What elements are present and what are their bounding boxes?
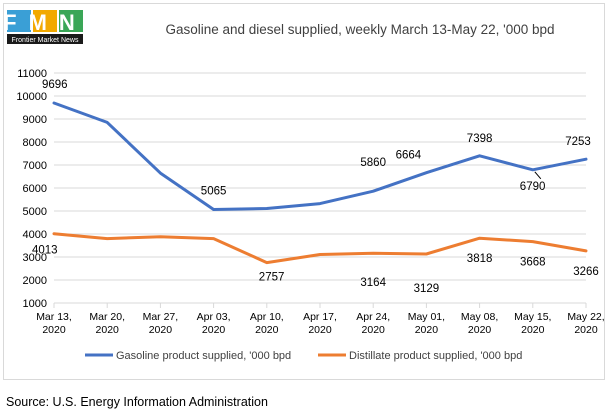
x-tick-label-year: 2020 [308,324,332,336]
x-tick-label: May 08, [461,311,498,323]
data-label: 3164 [360,277,386,289]
x-tick-label: Mar 13, [36,311,72,323]
x-tick-label-year: 2020 [255,324,279,336]
y-tick-label: 7000 [23,160,47,172]
logo-block-n [59,10,83,32]
x-tick-label: Mar 27, [143,311,179,323]
y-tick-label: 9000 [23,114,47,126]
data-label: 7253 [565,136,591,148]
y-tick-label: 1000 [23,298,47,310]
gasoline-series-line [52,101,588,211]
y-tick-label: 10000 [16,91,47,103]
distillate-series-line [52,232,588,265]
y-tick-label: 2000 [23,275,47,287]
data-labels: 9696 5065 5860 6664 7398 6790 7253 4013 2757 3164… [32,79,599,295]
data-label: 3266 [573,266,599,278]
x-tick-label-year: 2020 [521,324,545,336]
x-tick-label: Mar 20, [89,311,125,323]
data-label: 2757 [259,272,285,284]
y-axis: 1000 2000 3000 4000 5000 6000 7000 8000 9000 1000… [16,68,47,310]
line-chart: Gasoline and diesel supplied, weekly Mar… [16,22,605,362]
x-tick-label: Apr 10, [250,311,284,323]
x-tick-label: Apr 17, [303,311,337,323]
data-label: 7398 [467,133,493,145]
x-tick-label-year: 2020 [362,324,386,336]
logo-block-f [7,10,31,32]
y-tick-label: 3000 [23,252,47,264]
logo-banner [7,34,83,44]
x-tick-label: Apr 03, [197,311,231,323]
logo-block-m [33,10,57,32]
x-tick-label: May 22, [567,311,604,323]
legend: Gasoline product supplied, '000 bpd Disti… [85,350,522,362]
y-tick-label: 11000 [17,68,47,80]
data-label: 5065 [201,186,227,198]
y-tick-label: 4000 [23,229,47,241]
y-tick-label: 8000 [23,137,47,149]
x-tick-label-year: 2020 [468,324,492,336]
x-tick-label-year: 2020 [574,324,598,336]
logo-letters: FMN [7,10,83,35]
x-tick-label: May 15, [514,311,551,323]
data-label: 4013 [32,245,58,257]
data-label: 6664 [396,150,422,162]
x-tick-label-year: 2020 [96,324,120,336]
label-leader-line [534,171,542,180]
data-label: 3668 [520,257,546,269]
chart-title: Gasoline and diesel supplied, weekly Mar… [165,22,554,37]
legend-label: Gasoline product supplied, '000 bpd [116,350,291,362]
x-tick-label-year: 2020 [149,324,173,336]
x-tick-label-year: 2020 [415,324,439,336]
data-label: 9696 [42,79,68,91]
chart-frame [3,3,605,380]
source-note: Source: U.S. Energy Information Administ… [6,395,268,409]
y-tick-label: 5000 [23,206,47,218]
series-group [52,101,588,265]
x-tick-label-year: 2020 [202,324,226,336]
data-label: 5860 [360,157,386,169]
gridlines [54,72,586,304]
x-tick-label: Apr 24, [356,311,390,323]
y-tick-label: 6000 [23,183,47,195]
data-label: 6790 [520,181,546,193]
fmn-logo: FMN Frontier Market News [7,10,83,44]
legend-label: Distillate product supplied, '000 bpd [349,350,522,362]
x-tick-label-year: 2020 [42,324,66,336]
logo-subtitle: Frontier Market News [12,37,79,44]
data-label: 3129 [414,283,440,295]
x-tick-label: May 01, [408,311,445,323]
data-label: 3818 [467,253,493,265]
